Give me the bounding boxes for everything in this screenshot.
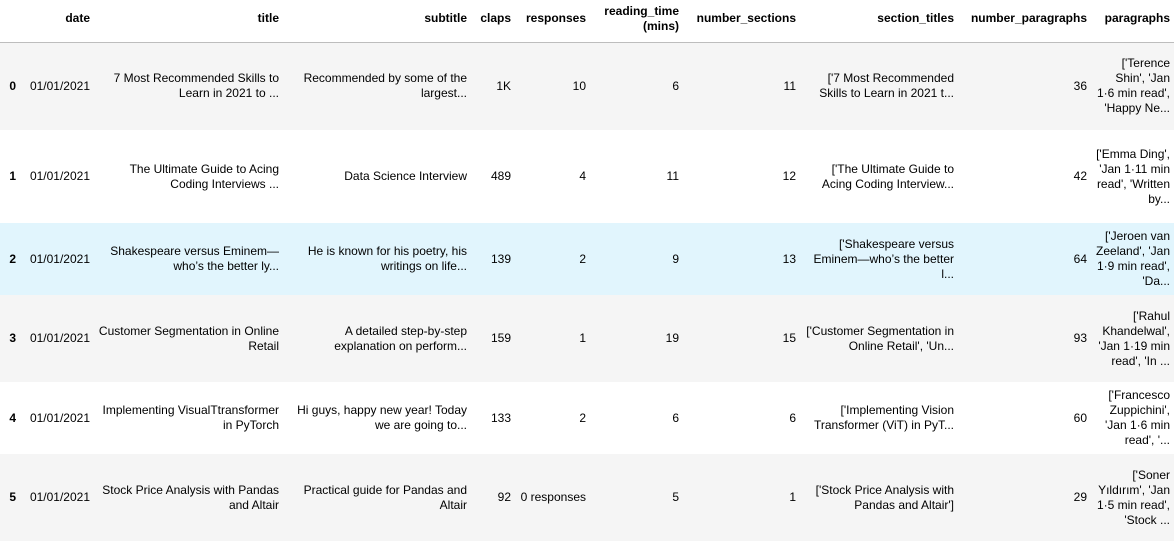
cell-subtitle: A detailed step-by-step explanation on p… xyxy=(334,323,467,353)
header-row: date title subtitle claps responses read… xyxy=(0,0,1174,43)
header-number-paragraphs: number_paragraphs xyxy=(958,0,1091,43)
cell-date: 01/01/2021 xyxy=(29,251,90,266)
row-index: 2 xyxy=(9,251,16,266)
cell-number-sections: 12 xyxy=(782,169,796,183)
table-row: 5 01/01/2021 Stock Price Analysis with Pan… xyxy=(0,454,1174,541)
cell-responses: 4 xyxy=(579,169,586,183)
header-subtitle: subtitle xyxy=(283,0,471,43)
cell-claps: 1K xyxy=(496,78,511,93)
header-paragraphs: paragraphs xyxy=(1091,0,1174,43)
cell-number-sections: 11 xyxy=(783,78,796,93)
cell-responses: 2 xyxy=(579,410,586,425)
cell-number-paragraphs: 36 xyxy=(1073,78,1087,93)
row-index: 0 xyxy=(9,78,16,93)
cell-number-paragraphs: 64 xyxy=(1073,251,1087,266)
header-reading-time: reading_time (mins) xyxy=(590,0,683,43)
cell-number-sections: 15 xyxy=(782,331,796,345)
cell-paragraphs: ['Soner Yıldırım', 'Jan 1·5 min read', '… xyxy=(1097,467,1170,527)
cell-responses: 1 xyxy=(579,331,586,345)
cell-claps: 92 xyxy=(497,490,511,504)
cell-responses: 2 xyxy=(579,251,586,266)
cell-paragraphs: ['Terence Shin', 'Jan 1·6 min read', 'Ha… xyxy=(1097,56,1170,116)
cell-paragraphs: ['Emma Ding', 'Jan 1·11 min read', 'Writ… xyxy=(1096,146,1170,206)
cell-responses: 10 xyxy=(572,78,586,93)
cell-reading-time: 6 xyxy=(672,410,679,425)
cell-section-titles: ['Shakespeare versus Eminem—who’s the be… xyxy=(813,236,954,281)
cell-subtitle: Practical guide for Pandas and Altair xyxy=(303,482,467,512)
cell-section-titles: ['The Ultimate Guide to Acing Coding Int… xyxy=(821,161,954,191)
row-index: 1 xyxy=(9,169,16,183)
cell-number-sections: 13 xyxy=(782,251,796,266)
cell-section-titles: ['Implementing Vision Transformer (ViT) … xyxy=(813,403,954,432)
cell-claps: 139 xyxy=(490,251,511,266)
cell-subtitle: Recommended by some of the largest... xyxy=(303,71,467,101)
row-index: 3 xyxy=(9,331,16,345)
cell-reading-time: 19 xyxy=(665,331,679,345)
cell-number-sections: 6 xyxy=(789,410,796,425)
header-date: date xyxy=(20,0,94,43)
cell-paragraphs: ['Francesco Zuppichini', 'Jan 1·6 min re… xyxy=(1105,388,1170,447)
header-index xyxy=(0,0,20,43)
header-title: title xyxy=(94,0,283,43)
header-responses: responses xyxy=(515,0,590,43)
cell-number-paragraphs: 29 xyxy=(1073,490,1087,504)
cell-title: 7 Most Recommended Skills to Learn in 20… xyxy=(113,71,279,101)
cell-claps: 489 xyxy=(490,169,511,183)
cell-date: 01/01/2021 xyxy=(29,490,90,504)
row-index: 5 xyxy=(9,490,16,504)
cell-reading-time: 11 xyxy=(666,169,679,183)
cell-section-titles: ['Customer Segmentation in Online Retail… xyxy=(806,323,954,353)
cell-date: 01/01/2021 xyxy=(29,78,90,93)
cell-subtitle: Hi guys, happy new year! Today we are go… xyxy=(297,403,467,432)
cell-paragraphs: ['Jeroen van Zeeland', 'Jan 1·9 min read… xyxy=(1096,229,1170,288)
cell-number-sections: 1 xyxy=(789,490,796,504)
cell-date: 01/01/2021 xyxy=(29,410,90,425)
row-index: 4 xyxy=(9,410,16,425)
cell-title: Stock Price Analysis with Pandas and Alt… xyxy=(102,482,279,512)
header-section-titles: section_titles xyxy=(800,0,958,43)
table-row: 0 01/01/2021 7 Most Recommended Skills to … xyxy=(0,42,1174,130)
table-row: 4 01/01/2021 Implementing VisualTtransform… xyxy=(0,382,1174,454)
cell-responses: 0 responses xyxy=(520,490,586,504)
cell-paragraphs: ['Rahul Khandelwal', 'Jan 1·19 min read'… xyxy=(1098,308,1170,368)
cell-number-paragraphs: 42 xyxy=(1073,169,1087,183)
cell-title: Implementing VisualTtransformer in PyTor… xyxy=(102,403,279,432)
cell-title: Customer Segmentation in Online Retail xyxy=(98,323,279,353)
cell-number-paragraphs: 60 xyxy=(1073,410,1087,425)
cell-subtitle: He is known for his poetry, his writings… xyxy=(307,244,467,273)
cell-title: The Ultimate Guide to Acing Coding Inter… xyxy=(129,161,279,191)
cell-number-paragraphs: 93 xyxy=(1073,331,1087,345)
table-row: 3 01/01/2021 Customer Segmentation in Onli… xyxy=(0,295,1174,382)
cell-date: 01/01/2021 xyxy=(29,331,90,345)
cell-title: Shakespeare versus Eminem— who’s the bet… xyxy=(110,244,279,273)
cell-date: 01/01/2021 xyxy=(29,169,90,183)
cell-section-titles: ['7 Most Recommended Skills to Learn in … xyxy=(819,71,954,101)
cell-claps: 133 xyxy=(490,410,511,425)
header-number-sections: number_sections xyxy=(683,0,800,43)
cell-section-titles: ['Stock Price Analysis with Pandas and A… xyxy=(815,482,954,512)
cell-reading-time: 6 xyxy=(672,78,679,93)
cell-claps: 159 xyxy=(490,331,511,345)
cell-subtitle: Data Science Interview xyxy=(344,169,467,183)
header-claps: claps xyxy=(471,0,515,43)
table-row: 1 01/01/2021 The Ultimate Guide to Acing C… xyxy=(0,130,1174,223)
cell-reading-time: 5 xyxy=(672,490,679,504)
table-row: 2 01/01/2021 Shakespeare versus Eminem— wh… xyxy=(0,223,1174,295)
cell-reading-time: 9 xyxy=(672,251,679,266)
